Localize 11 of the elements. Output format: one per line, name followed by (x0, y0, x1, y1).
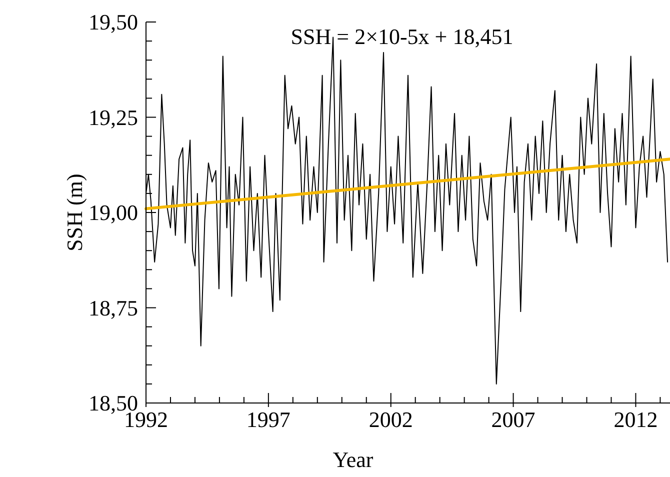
y-axis-title: SSH (m) (62, 174, 87, 252)
x-tick-label: 2012 (614, 407, 658, 432)
x-tick-label: 2007 (491, 407, 536, 432)
x-tick-label: 1997 (246, 407, 290, 432)
y-tick-label: 19,00 (88, 200, 138, 226)
y-tick-label: 19,50 (88, 10, 138, 35)
y-tick-label: 18,75 (88, 295, 138, 320)
x-tick-label: 2002 (368, 407, 413, 432)
y-tick-label: 19,25 (88, 104, 138, 130)
x-axis-title: Year (332, 447, 374, 472)
annotation: SSH = 2×10-5x + 18,451 (290, 24, 514, 49)
